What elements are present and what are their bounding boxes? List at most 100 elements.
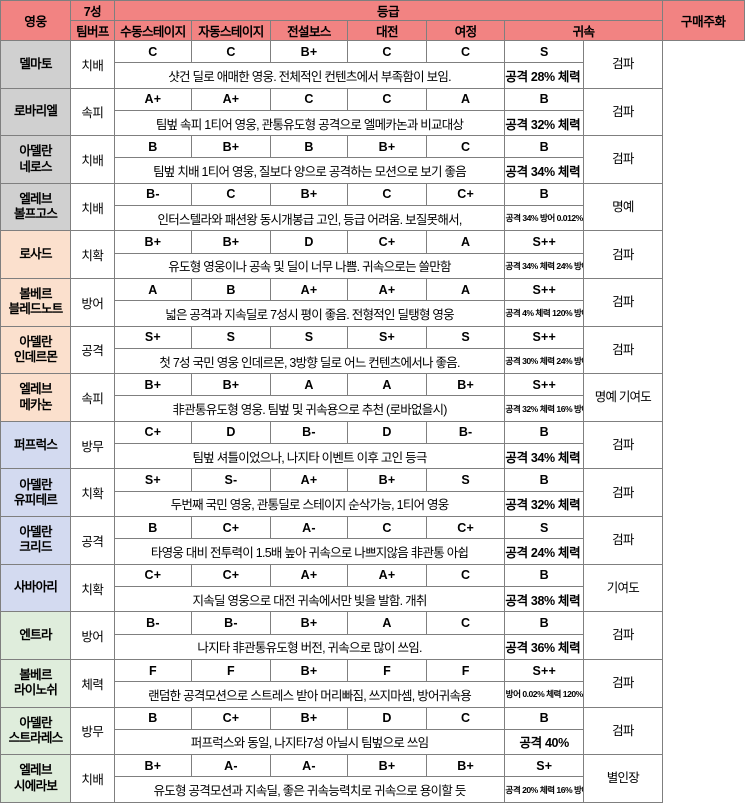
grade-manual-stage[interactable]: F	[113, 658, 193, 683]
team-buff-cell[interactable]: 치배	[70, 754, 115, 803]
grade-journey[interactable]: C	[425, 611, 506, 635]
grade-auto-stage[interactable]: B+	[191, 230, 271, 254]
hero-name-cell[interactable]: 아델란 인데르몬	[0, 325, 72, 375]
grade-manual-stage[interactable]: S+	[113, 325, 193, 349]
grade-auto-stage[interactable]: B	[191, 278, 271, 302]
grade-journey[interactable]: B+	[425, 373, 506, 397]
purchase-coin-cell[interactable]: 명예 기여도	[583, 373, 663, 422]
purchase-coin-cell[interactable]: 별인장	[583, 754, 663, 803]
grade-auto-stage[interactable]: A+	[191, 87, 271, 111]
grade-manual-stage[interactable]: B+	[113, 754, 193, 778]
grade-binding[interactable]: S	[504, 516, 585, 540]
grade-pvp[interactable]: A+	[347, 278, 427, 302]
grade-auto-stage[interactable]: C	[191, 39, 271, 64]
grade-binding[interactable]: S++	[504, 230, 585, 254]
team-buff-cell[interactable]: 방어	[70, 278, 115, 327]
purchase-coin-cell[interactable]: 검파	[583, 135, 663, 184]
grade-journey[interactable]: A	[425, 87, 506, 111]
grade-journey[interactable]: C	[425, 135, 506, 159]
grade-auto-stage[interactable]: C+	[191, 563, 271, 587]
grade-legend-boss[interactable]: B+	[269, 182, 349, 207]
hero-name-cell[interactable]: 엘레브 메카논	[0, 373, 72, 422]
team-buff-cell[interactable]: 방무	[70, 420, 115, 470]
grade-legend-boss[interactable]: A	[269, 373, 349, 397]
grade-binding[interactable]: S+	[504, 754, 585, 778]
hero-name-cell[interactable]: 아델란 스트라레스	[0, 706, 72, 756]
grade-legend-boss[interactable]: A+	[269, 278, 349, 302]
grade-auto-stage[interactable]: C	[191, 182, 271, 207]
grade-binding[interactable]: B	[504, 135, 585, 159]
hero-name-cell[interactable]: 볼베르 라이노쉬	[0, 658, 72, 708]
grade-pvp[interactable]: F	[347, 658, 427, 683]
team-buff-cell[interactable]: 치배	[70, 40, 115, 89]
grade-journey[interactable]: A	[425, 278, 506, 302]
grade-legend-boss[interactable]: B+	[269, 706, 349, 730]
grade-binding[interactable]: B	[504, 468, 585, 492]
grade-journey[interactable]: S	[425, 468, 506, 492]
grade-binding[interactable]: B	[504, 706, 585, 730]
grade-binding[interactable]: S++	[504, 325, 585, 349]
grade-manual-stage[interactable]: B	[113, 135, 193, 159]
grade-journey[interactable]: C+	[425, 182, 506, 207]
purchase-coin-cell[interactable]: 명예	[583, 182, 663, 232]
grade-legend-boss[interactable]: B+	[269, 658, 349, 683]
hero-name-cell[interactable]: 델마토	[0, 40, 72, 89]
grade-manual-stage[interactable]: B+	[113, 230, 193, 254]
hero-name-cell[interactable]: 엘레브 시에라보	[0, 754, 72, 803]
grade-pvp[interactable]: C	[347, 87, 427, 111]
grade-pvp[interactable]: B+	[347, 468, 427, 492]
grade-binding[interactable]: B	[504, 87, 585, 111]
team-buff-cell[interactable]: 체력	[70, 658, 115, 708]
grade-auto-stage[interactable]: S-	[191, 468, 271, 492]
grade-pvp[interactable]: C	[347, 39, 427, 64]
grade-manual-stage[interactable]: C	[113, 39, 193, 64]
grade-legend-boss[interactable]: D	[269, 230, 349, 254]
team-buff-cell[interactable]: 치배	[70, 135, 115, 184]
team-buff-cell[interactable]: 치배	[70, 182, 115, 232]
grade-auto-stage[interactable]: C+	[191, 516, 271, 540]
grade-legend-boss[interactable]: B+	[269, 611, 349, 635]
grade-legend-boss[interactable]: B-	[269, 420, 349, 445]
grade-pvp[interactable]: S+	[347, 325, 427, 349]
grade-manual-stage[interactable]: C+	[113, 563, 193, 587]
grade-journey[interactable]: C	[425, 563, 506, 587]
grade-manual-stage[interactable]: B	[113, 706, 193, 730]
grade-pvp[interactable]: A	[347, 373, 427, 397]
hero-name-cell[interactable]: 아델란 네로스	[0, 135, 72, 184]
purchase-coin-cell[interactable]: 검파	[583, 40, 663, 89]
grade-binding[interactable]: S	[504, 39, 585, 64]
grade-journey[interactable]: B+	[425, 754, 506, 778]
hero-name-cell[interactable]: 아델란 유피테르	[0, 468, 72, 518]
grade-legend-boss[interactable]: A-	[269, 754, 349, 778]
grade-auto-stage[interactable]: C+	[191, 706, 271, 730]
grade-legend-boss[interactable]: A+	[269, 563, 349, 587]
purchase-coin-cell[interactable]: 검파	[583, 516, 663, 565]
grade-pvp[interactable]: D	[347, 706, 427, 730]
purchase-coin-cell[interactable]: 검파	[583, 706, 663, 756]
grade-journey[interactable]: C	[425, 39, 506, 64]
grade-legend-boss[interactable]: A+	[269, 468, 349, 492]
purchase-coin-cell[interactable]: 검파	[583, 468, 663, 518]
grade-pvp[interactable]: B+	[347, 135, 427, 159]
purchase-coin-cell[interactable]: 검파	[583, 658, 663, 708]
grade-auto-stage[interactable]: D	[191, 420, 271, 445]
team-buff-cell[interactable]: 공격	[70, 325, 115, 375]
grade-auto-stage[interactable]: B-	[191, 611, 271, 635]
purchase-coin-cell[interactable]: 검파	[583, 611, 663, 660]
team-buff-cell[interactable]: 치확	[70, 230, 115, 280]
grade-pvp[interactable]: A	[347, 611, 427, 635]
hero-name-cell[interactable]: 사바아리	[0, 563, 72, 613]
hero-name-cell[interactable]: 엘레브 볼프고스	[0, 182, 72, 232]
team-buff-cell[interactable]: 치확	[70, 563, 115, 613]
hero-name-cell[interactable]: 엔트라	[0, 611, 72, 660]
grade-journey[interactable]: S	[425, 325, 506, 349]
grade-auto-stage[interactable]: B+	[191, 373, 271, 397]
hero-name-cell[interactable]: 볼베르 블레드노트	[0, 278, 72, 327]
grade-manual-stage[interactable]: C+	[113, 420, 193, 445]
hero-name-cell[interactable]: 로사드	[0, 230, 72, 280]
grade-legend-boss[interactable]: A-	[269, 516, 349, 540]
purchase-coin-cell[interactable]: 검파	[583, 420, 663, 470]
grade-pvp[interactable]: D	[347, 420, 427, 445]
grade-auto-stage[interactable]: B+	[191, 135, 271, 159]
grade-journey[interactable]: F	[425, 658, 506, 683]
